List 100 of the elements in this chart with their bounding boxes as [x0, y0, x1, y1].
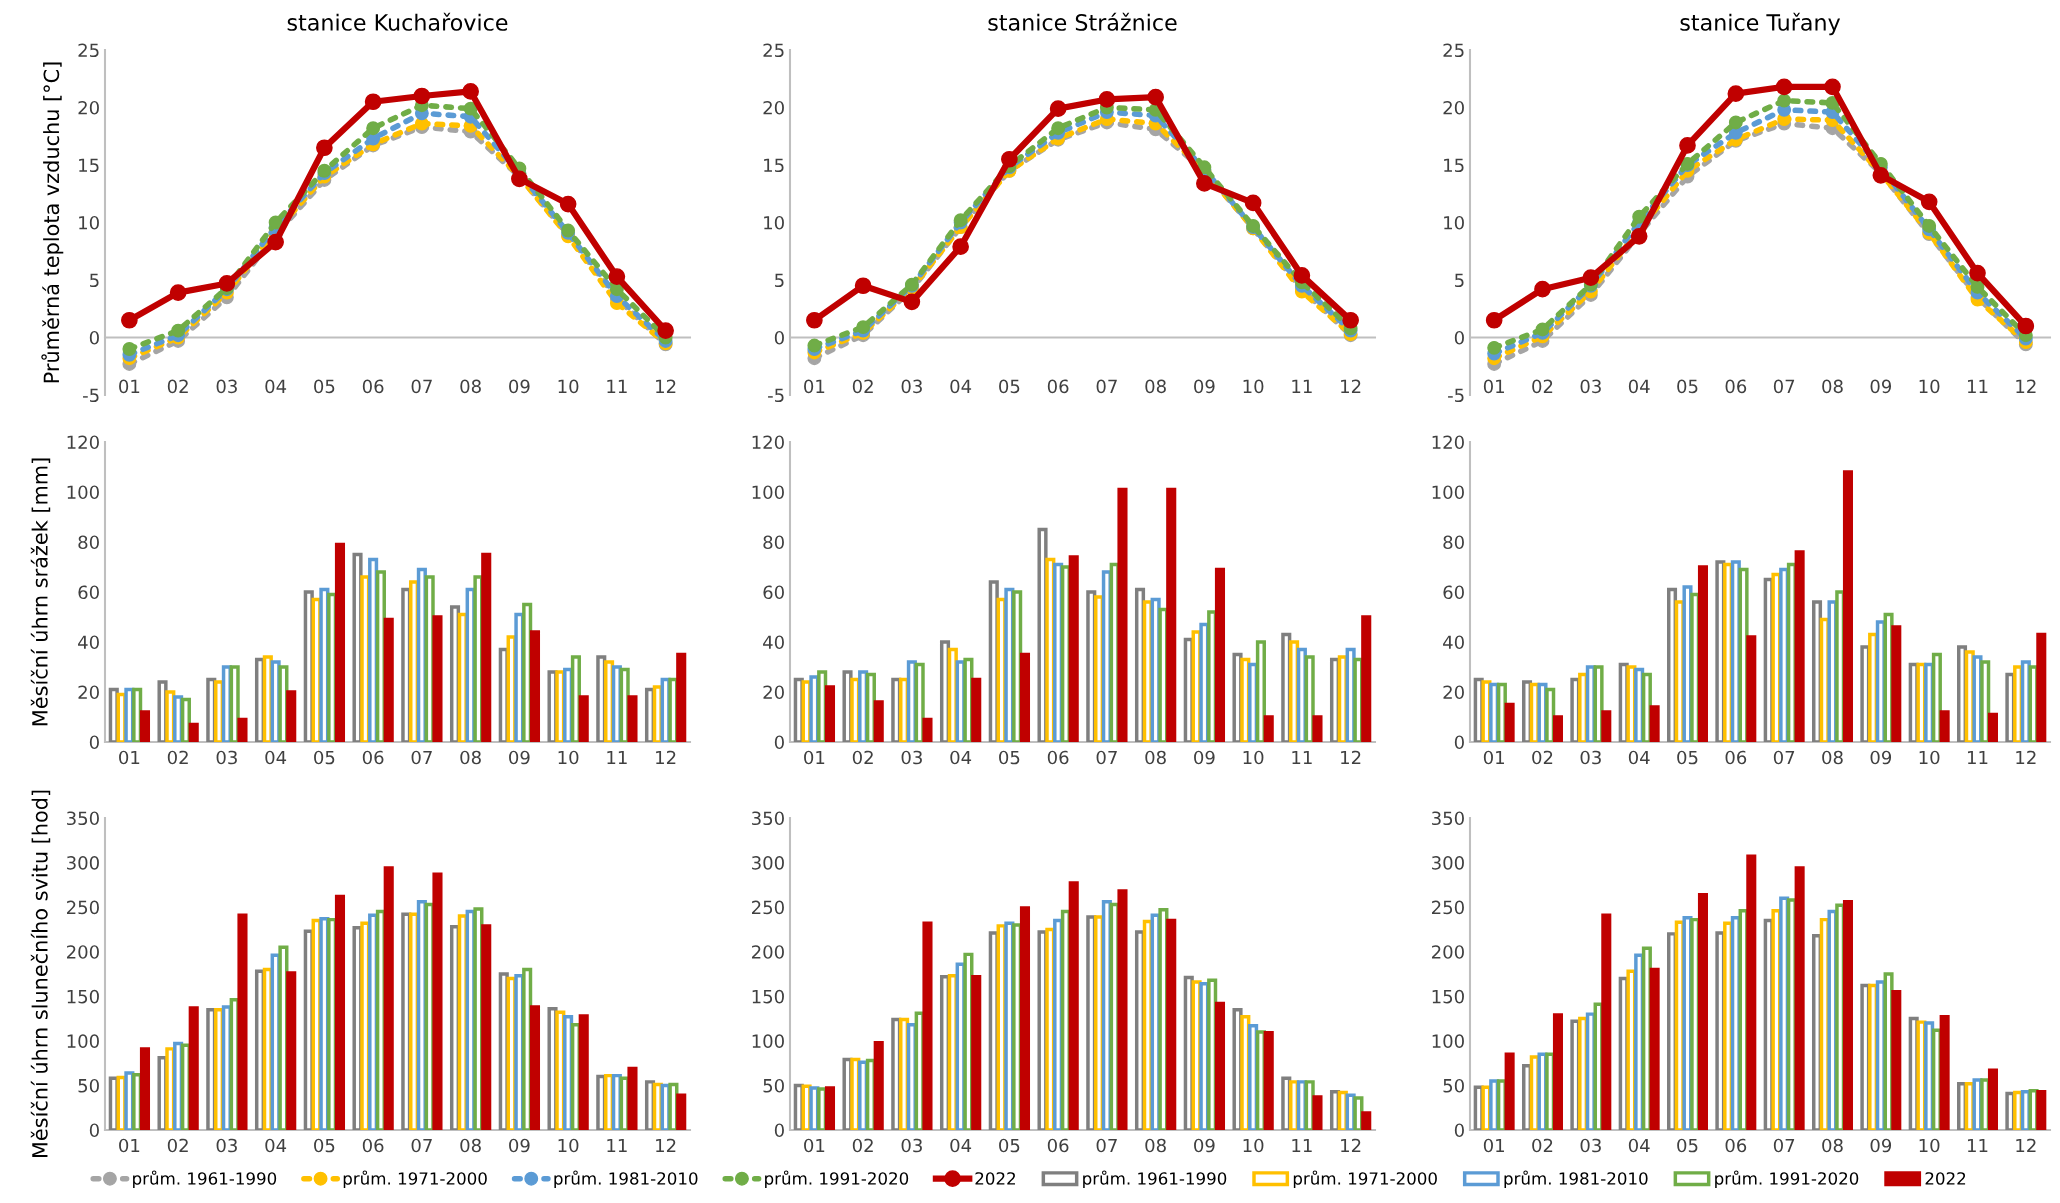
x-tick-label: 06 [1725, 379, 1747, 394]
point [511, 170, 528, 188]
x-tick-label: 12 [1341, 1138, 1361, 1153]
y-tick-label: 40 [1443, 635, 1464, 650]
x-tick-label: 05 [314, 750, 335, 765]
point [657, 322, 674, 339]
x-tick-label: 04 [950, 750, 972, 765]
x-tick-label: 11 [1292, 1138, 1312, 1153]
x-tick-label: 12 [1341, 379, 1361, 393]
x-tick-label: 12 [656, 379, 676, 393]
x-tick-label: 01 [1483, 1138, 1504, 1153]
x-tick-label: 01 [119, 1138, 140, 1153]
y-tick-label: 25 [763, 43, 784, 58]
y-tick-label: 20 [1443, 685, 1464, 700]
point [1969, 264, 1986, 282]
y-tick-label: 350 [752, 811, 784, 826]
y-tick-label: 80 [1443, 535, 1464, 550]
x-tick-label: 06 [362, 750, 384, 765]
x-tick-label: 11 [1968, 1138, 1988, 1153]
x-tick-label: 09 [1870, 379, 1892, 394]
y-tick-label: 200 [1432, 945, 1464, 959]
point [364, 93, 382, 111]
x-tick-label: 04 [265, 1138, 287, 1153]
legend-label: prům. 1981-2010 [1504, 1170, 1648, 1188]
legend-label: prům. 1971-2000 [343, 1170, 487, 1188]
x-tick-label: 03 [216, 1138, 237, 1153]
x-tick-label: 03 [216, 750, 237, 765]
x-tick-label: 12 [2016, 750, 2036, 765]
x-tick-label: 02 [167, 379, 188, 394]
x-tick-label: 06 [1725, 750, 1747, 765]
y-tick-label: 0 [774, 1123, 784, 1138]
point [1049, 100, 1067, 117]
point [267, 233, 284, 251]
y-tick-label: 100 [67, 1034, 99, 1048]
x-tick-label: 11 [607, 1138, 627, 1153]
y-tick-label: 100 [1432, 485, 1464, 500]
point [1293, 267, 1311, 284]
x-tick-label: 07 [1773, 750, 1795, 765]
x-tick-label: 07 [1096, 750, 1117, 765]
point [366, 121, 381, 136]
x-tick-label: 07 [1096, 379, 1117, 394]
y-tick-label: 100 [1432, 1034, 1464, 1048]
x-tick-label: 03 [1580, 379, 1601, 394]
x-tick-label: 06 [362, 1138, 384, 1153]
x-tick-label: 03 [901, 1138, 922, 1153]
point [1147, 88, 1164, 106]
y-tick-label: 0 [1454, 735, 1464, 750]
x-tick-label: 10 [558, 750, 579, 765]
y-tick-label: 120 [752, 435, 784, 450]
y-tick-label: 50 [1443, 1078, 1464, 1093]
y-tick-label: 80 [763, 535, 784, 550]
point [1728, 115, 1743, 130]
y-tick-label: 20 [78, 100, 99, 115]
y-axis-title: Měsíční úhrn slunečního svitu [hod] [30, 790, 51, 1158]
point [1824, 78, 1841, 96]
legend-label: prům. 1981-2010 [554, 1170, 698, 1188]
x-tick-label: 03 [1580, 1138, 1601, 1153]
x-tick-label: 02 [1532, 379, 1553, 394]
x-tick-label: 06 [1047, 750, 1069, 765]
point [1679, 137, 1696, 154]
x-tick-label: 01 [804, 750, 825, 765]
y-tick-label: 50 [78, 1078, 99, 1093]
point [268, 215, 283, 230]
x-tick-label: 05 [999, 750, 1020, 765]
x-tick-label: 11 [1292, 379, 1312, 393]
y-tick-label: 15 [79, 158, 99, 173]
x-tick-label: 01 [804, 1138, 825, 1153]
x-tick-label: 07 [411, 1138, 432, 1153]
x-tick-label: 03 [901, 750, 922, 765]
x-tick-label: 04 [265, 750, 287, 765]
point [1098, 91, 1116, 108]
x-tick-label: 02 [852, 1138, 873, 1153]
x-tick-label: 08 [1145, 379, 1166, 394]
y-tick-label: 350 [67, 811, 99, 826]
x-tick-label: 09 [1194, 1138, 1215, 1153]
x-tick-label: 10 [1919, 750, 1940, 765]
point [2017, 317, 2035, 335]
x-tick-label: 05 [1677, 379, 1698, 394]
legend-label: prům. 1971-2000 [1293, 1170, 1437, 1188]
point [1051, 121, 1066, 136]
x-tick-label: 10 [1919, 1138, 1940, 1153]
y-tick-label: 200 [752, 945, 784, 959]
x-tick-label: 09 [509, 379, 530, 394]
x-tick-label: 09 [1194, 379, 1215, 394]
chart-title: stanice Tuřany [1680, 12, 1841, 36]
y-tick-label: 60 [763, 585, 784, 600]
y-tick-label: 20 [1443, 100, 1464, 115]
legend-label: 2022 [975, 1172, 1015, 1185]
x-tick-label: 01 [1483, 750, 1504, 765]
x-tick-label: 09 [1194, 750, 1215, 765]
y-tick-label: 350 [1432, 811, 1464, 826]
point [559, 195, 577, 213]
x-tick-label: 03 [1580, 750, 1601, 765]
point [218, 275, 236, 292]
y-tick-label: 15 [764, 158, 784, 173]
y-tick-label: 10 [1444, 215, 1464, 230]
x-tick-label: 04 [1628, 1138, 1650, 1153]
y-tick-label: 20 [78, 685, 99, 700]
point [1920, 193, 1938, 211]
point [413, 87, 431, 105]
